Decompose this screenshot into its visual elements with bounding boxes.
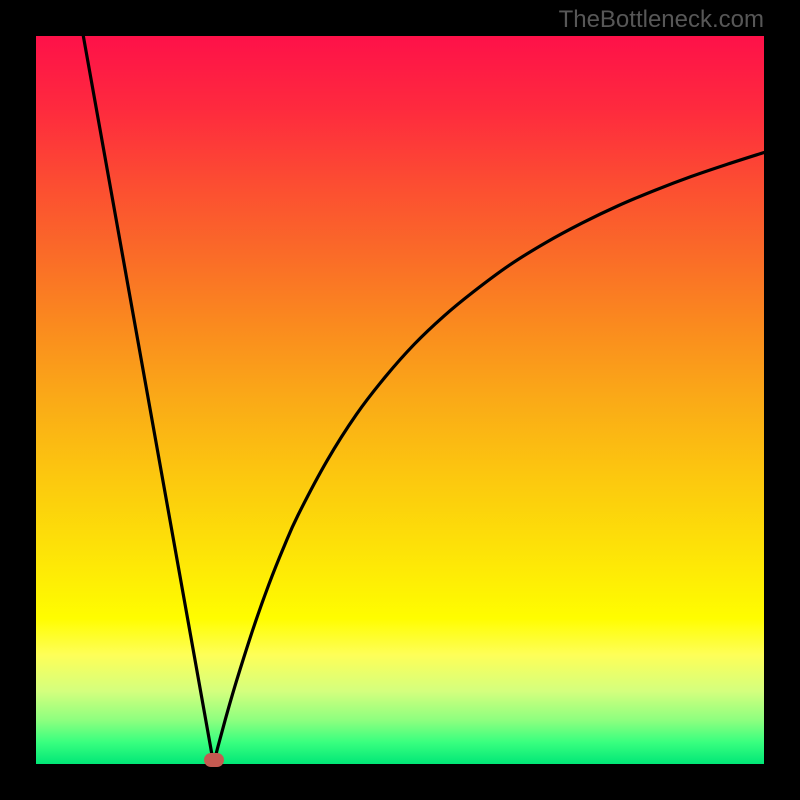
- watermark: TheBottleneck.com: [559, 6, 764, 34]
- watermark-text: TheBottleneck.com: [559, 6, 764, 33]
- optimum-marker: [204, 753, 224, 767]
- bottleneck-curve: [36, 36, 764, 764]
- chart-container: TheBottleneck.com: [0, 0, 800, 800]
- plot-area: [36, 36, 764, 764]
